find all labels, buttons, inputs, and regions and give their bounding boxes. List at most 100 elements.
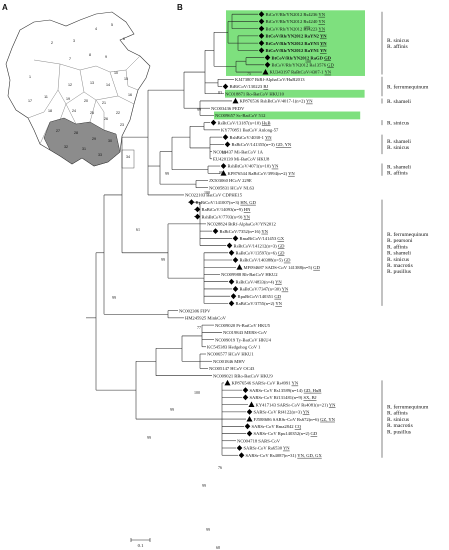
province-tag: BJ (263, 84, 268, 89)
diamond-marker (242, 394, 249, 401)
taxon-label: EU420139 Mi-BatCoV HKU8 (213, 157, 270, 162)
taxon-label: NC022103 BatCoV CDPHE15 (185, 193, 243, 198)
taxon-label: NC009019 Ty-BatCoV HKU4 (215, 337, 272, 342)
province-number: 23 (120, 123, 124, 127)
taxon-label: KP876544 RaBtCoV/3994(n=2) YN (228, 171, 296, 176)
support-value: 99 (112, 295, 116, 300)
taxa-labels: BtCoV/Rh/YN2012 Rs4236 YN BtCoV/Rh/YN2012… (179, 11, 336, 459)
diamond-marker (212, 228, 219, 234)
province-tag: YN (320, 48, 327, 53)
taxon-label: RshBtCoV/4030-1 YN (230, 135, 273, 140)
host-annotations: R. sinicus R. affinis R. ferrumequinum R. s… (381, 11, 429, 458)
host-species: R. affinis (387, 243, 408, 250)
province-tag: GD (311, 431, 318, 436)
taxon-label: NC018871 Ro-BatCoV HKU10 (225, 91, 285, 96)
province-tag: GD, HuB (304, 388, 322, 394)
diamond-marker (194, 213, 201, 220)
host-species: R. sinicus (387, 257, 409, 263)
host-species: R. ferrumequinum (387, 83, 429, 90)
taxon-label: RsBtCoV/141212(n=3) GD (234, 243, 286, 248)
taxon-label: BtCoV/Rh/YN2012 Ra13576 GD (272, 63, 335, 68)
support-value: 99 (202, 483, 206, 488)
taxon-label: RmaBtCoV/141453 GX (240, 236, 285, 241)
scale-bar: 0.1 (130, 538, 151, 548)
diamond-marker (188, 199, 195, 206)
taxon-label: NC004718 SARS-CoV (237, 438, 281, 443)
support-value: 75 (247, 71, 251, 76)
taxon-label: RaBtCoV/7347(n=30) YN (240, 287, 289, 292)
taxon-label: SARSr-CoV Rf131481(n=9) SX, BJ (250, 395, 317, 401)
taxon-label: RsBtCoV/141355(n=3) GD, YN (232, 142, 292, 148)
province-tag: YN (275, 279, 282, 284)
bootstrap-values: 100 100 75 83 99 93 98 99 100 61 99 77 99 100 99 99 76 99… (112, 25, 311, 550)
triangle-marker (220, 170, 227, 176)
province-number: 21 (102, 101, 106, 105)
map-inset-box (121, 149, 135, 169)
province-number: 20 (84, 99, 88, 103)
support-value: 76 (218, 465, 222, 470)
province-tag: GD (327, 63, 334, 68)
province-tag: YN, GD, GX (297, 453, 322, 459)
province-number: 30 (108, 139, 112, 143)
support-value: 98 (219, 170, 223, 175)
province-number: 3 (73, 39, 75, 43)
support-value: 77 (197, 325, 201, 330)
province-number: 18 (48, 109, 52, 113)
phylogenetic-tree (86, 13, 264, 456)
province-tag: YN (320, 41, 327, 46)
province-number: 17 (28, 99, 32, 103)
diamond-marker (228, 278, 235, 285)
support-value: 100 (304, 25, 310, 30)
taxon-label: NC028824 BtRf-AlphaCoV/YN2012 (207, 222, 276, 227)
support-value: 100 (204, 190, 210, 195)
taxon-label: RshBtCoV/7703(n=9) YN (202, 214, 251, 219)
diamond-marker (264, 54, 271, 61)
province-number: 26 (104, 117, 108, 121)
diamond-marker (258, 40, 265, 47)
map-outline (5, 11, 151, 167)
diamond-marker (232, 286, 239, 292)
province-number: 10 (114, 71, 118, 75)
province-tag: GD (313, 265, 320, 270)
province-number: 27 (56, 129, 60, 133)
taxon-label: SARSr-CoV Rpu140352(n=2) GD (254, 431, 318, 436)
map-highlight-region (43, 117, 121, 167)
taxon-label: SARSr-CoV Rf4122(n=3) YN (254, 410, 311, 415)
support-value: 99 (170, 407, 174, 412)
diamond-marker (258, 18, 265, 25)
province-number: 8 (89, 53, 91, 57)
diamond-marker (238, 452, 245, 459)
taxon-label: SARSr-CoV Rma2842 CQ (252, 424, 302, 429)
host-species: R. shameli (387, 99, 411, 105)
taxon-label: RaBtCoV/14093(n=9) HN (202, 207, 252, 212)
province-number: 12 (68, 83, 72, 87)
host-species: R. ferrumequinum (387, 403, 429, 410)
highlight-box (214, 111, 361, 120)
taxon-label: KC545383 Hedgehog CoV 1 (207, 344, 261, 349)
triangle-marker (224, 379, 231, 386)
diamond-marker (222, 83, 229, 90)
diamond-marker (220, 163, 227, 169)
host-species: R. affinis (387, 170, 408, 177)
province-number: 14 (106, 83, 110, 87)
province-tag: YN (320, 34, 327, 39)
diamond-marker (210, 119, 217, 126)
taxon-label: NC009988 Rh-BatCoV HKU2 (221, 272, 278, 277)
host-species: R. sinicus (387, 120, 409, 126)
diamond-marker (258, 47, 265, 54)
host-species: R. macrotis (387, 423, 413, 429)
taxon-label: RpBtCoV/141007(n=3) HN, GD (196, 200, 257, 206)
support-value: 99 (161, 257, 165, 262)
province-tag: YN (329, 402, 336, 407)
taxon-label: RsBtCoV/4833(n=4) YN (236, 279, 283, 284)
support-value: 100 (305, 59, 311, 64)
taxon-label: RaBtCoV/3755(n=2) YN (236, 301, 283, 306)
taxon-label: RaBtCoV/13597(n=6) GD (236, 250, 286, 255)
province-number: 5 (111, 23, 113, 27)
taxon-label: SARSr-CoV Rs4087(n=31) YN, GD, GX (246, 453, 323, 459)
province-tag: YN (303, 410, 310, 415)
taxon-label: BtCoV/Rh/YN2012 RaYN1 YN (266, 48, 328, 53)
support-value: 99 (197, 107, 201, 112)
support-value: 100 (194, 390, 200, 395)
